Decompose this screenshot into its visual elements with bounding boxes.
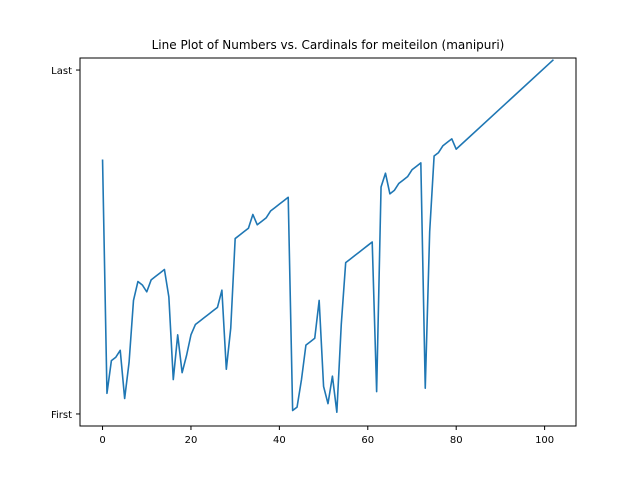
- y-axis: First Last: [51, 66, 80, 421]
- chart-title: Line Plot of Numbers vs. Cardinals for m…: [152, 38, 505, 52]
- plot-area-frame: [79, 57, 577, 427]
- x-tick-label: 0: [99, 435, 105, 446]
- x-tick-label: 40: [273, 435, 286, 446]
- x-tick-label: 20: [185, 435, 198, 446]
- x-tick-label: 80: [450, 435, 463, 446]
- x-tick-label: 60: [361, 435, 374, 446]
- y-tick-label: Last: [51, 66, 72, 77]
- y-tick-label: First: [51, 410, 72, 421]
- series-line: [101, 59, 554, 414]
- x-axis: 0 20 40 60 80 100: [99, 426, 554, 446]
- series-layer: [101, 59, 554, 414]
- x-tick-label: 100: [535, 435, 554, 446]
